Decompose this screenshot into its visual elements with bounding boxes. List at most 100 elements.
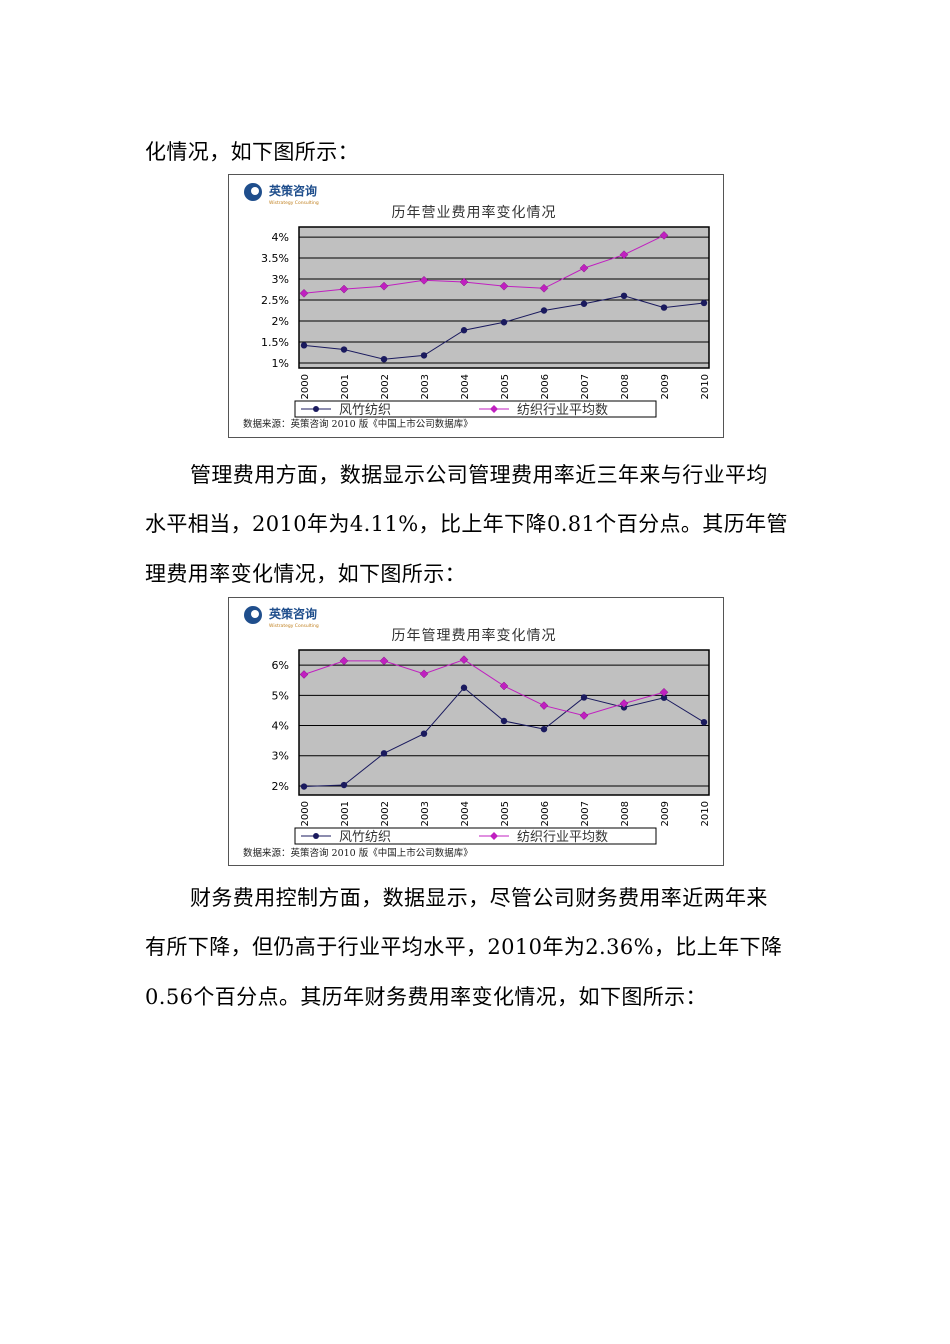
data-point xyxy=(539,283,549,293)
data-point xyxy=(580,694,588,701)
legend-label: 纺织行业平均数 xyxy=(517,830,608,845)
data-point xyxy=(580,300,588,307)
data-point xyxy=(499,281,509,291)
data-point xyxy=(380,750,388,757)
y-tick-label: 3% xyxy=(272,273,289,286)
data-point xyxy=(459,277,469,287)
legend-box xyxy=(294,827,657,845)
data-point xyxy=(380,355,388,363)
logo-subtitle: Wistrategy Consulting xyxy=(269,200,319,206)
x-tick-label: 2004 xyxy=(460,801,471,826)
legend-marker xyxy=(313,406,319,412)
chart-svg: 英策咨询 Wistrategy Consulting 历年管理费用率变化情况 2% 3%… xyxy=(243,606,711,859)
x-tick-label: 2003 xyxy=(420,374,431,399)
legend-label: 风竹纺织 xyxy=(339,830,391,845)
data-point xyxy=(340,781,348,789)
data-point xyxy=(620,292,628,300)
data-point xyxy=(419,669,429,679)
legend: 风竹纺织 纺织行业平均数 xyxy=(294,827,657,845)
logo: 英策咨询 Wistrategy Consulting xyxy=(244,183,319,206)
sales-expense-chart: 英策咨询 Wistrategy Consulting 历年营业费用率变化情况 1% 1.… xyxy=(228,174,724,438)
x-tick-label: 2005 xyxy=(500,801,511,826)
x-tick-label: 2002 xyxy=(380,801,391,826)
logo-subtitle: Wistrategy Consulting xyxy=(269,623,319,629)
intro-line: 化情况，如下图所示： xyxy=(145,140,359,164)
y-tick-label: 5% xyxy=(272,689,289,702)
data-point xyxy=(619,250,629,260)
data-point xyxy=(500,319,508,326)
x-tick-label: 2000 xyxy=(300,801,311,826)
x-tick-label: 2010 xyxy=(700,374,711,399)
x-tick-label: 2008 xyxy=(620,374,631,399)
data-point xyxy=(700,299,708,307)
data-point xyxy=(500,717,508,725)
y-tick-label: 3.5% xyxy=(261,252,289,265)
data-point xyxy=(460,327,468,334)
legend-marker xyxy=(313,833,319,839)
legend-label: 纺织行业平均数 xyxy=(517,403,608,418)
x-tick-label: 2009 xyxy=(660,801,671,826)
chart-title: 历年管理费用率变化情况 xyxy=(392,627,557,644)
x-tick-label: 2006 xyxy=(540,374,551,399)
y-tick-label: 2.5% xyxy=(261,294,289,307)
data-point xyxy=(419,275,429,285)
paragraph-line: 管理费用方面，数据显示公司管理费用率近三年来与行业平均 xyxy=(190,463,768,487)
x-tick-label: 2007 xyxy=(580,801,591,826)
paragraph-line: 0.56个百分点。其历年财务费用率变化情况，如下图所示： xyxy=(145,985,707,1009)
plot-area xyxy=(298,226,710,369)
x-tick-label: 2001 xyxy=(340,374,351,399)
y-tick-label: 4% xyxy=(272,231,289,244)
data-point xyxy=(660,304,668,311)
admin-expense-chart: 英策咨询 Wistrategy Consulting 历年管理费用率变化情况 2% 3%… xyxy=(228,597,724,866)
paragraph-line: 财务费用控制方面，数据显示，尽管公司财务费用率近两年来 xyxy=(190,886,768,910)
x-tick-label: 2009 xyxy=(660,374,671,399)
y-tick-label: 2% xyxy=(272,780,289,793)
data-point xyxy=(339,656,349,666)
data-point xyxy=(499,681,509,691)
data-point xyxy=(540,307,548,314)
x-tick-label: 2003 xyxy=(420,801,431,826)
legend: 风竹纺织 纺织行业平均数 xyxy=(294,400,657,418)
x-tick-label: 2006 xyxy=(540,801,551,826)
data-point xyxy=(579,263,589,273)
logo-name: 英策咨询 xyxy=(269,606,317,621)
series-line xyxy=(303,234,665,294)
y-tick-label: 3% xyxy=(272,750,289,763)
data-point xyxy=(619,699,629,708)
data-point xyxy=(300,342,308,349)
data-point xyxy=(540,725,548,733)
x-tick-label: 2005 xyxy=(500,374,511,399)
logo-mark-inner xyxy=(251,610,259,618)
x-tick-label: 2008 xyxy=(620,801,631,826)
data-point xyxy=(379,281,389,291)
legend-marker xyxy=(490,832,498,840)
data-point xyxy=(299,670,309,679)
y-tick-label: 2% xyxy=(272,315,289,328)
y-tick-label: 1.5% xyxy=(261,336,289,349)
data-point xyxy=(459,655,469,665)
data-point xyxy=(659,231,669,240)
paragraph-line: 水平相当，2010年为4.11%，比上年下降0.81个百分点。其历年管 xyxy=(145,512,788,536)
paragraph-line: 有所下降，但仍高于行业平均水平，2010年为2.36%，比上年下降 xyxy=(145,935,783,959)
paragraph-line: 理费用率变化情况，如下图所示： xyxy=(145,562,466,586)
legend-marker xyxy=(490,405,498,413)
data-point xyxy=(700,718,708,726)
x-tick-label: 2000 xyxy=(300,374,311,399)
x-tick-label: 2004 xyxy=(460,374,471,399)
x-tick-label: 2010 xyxy=(700,801,711,826)
y-tick-label: 1% xyxy=(272,357,289,370)
chart-svg: 英策咨询 Wistrategy Consulting 历年营业费用率变化情况 1% 1.… xyxy=(243,183,711,430)
data-point xyxy=(300,783,308,790)
data-point xyxy=(660,694,668,701)
data-point xyxy=(299,288,309,298)
data-point xyxy=(339,284,349,294)
series-line xyxy=(303,659,665,717)
data-point xyxy=(340,346,348,353)
legend-box xyxy=(294,400,657,418)
data-point xyxy=(659,687,669,697)
y-tick-label: 4% xyxy=(272,720,289,733)
x-tick-label: 2007 xyxy=(580,374,591,399)
logo: 英策咨询 Wistrategy Consulting xyxy=(244,606,319,629)
logo-name: 英策咨询 xyxy=(269,183,317,198)
data-point xyxy=(539,701,549,710)
